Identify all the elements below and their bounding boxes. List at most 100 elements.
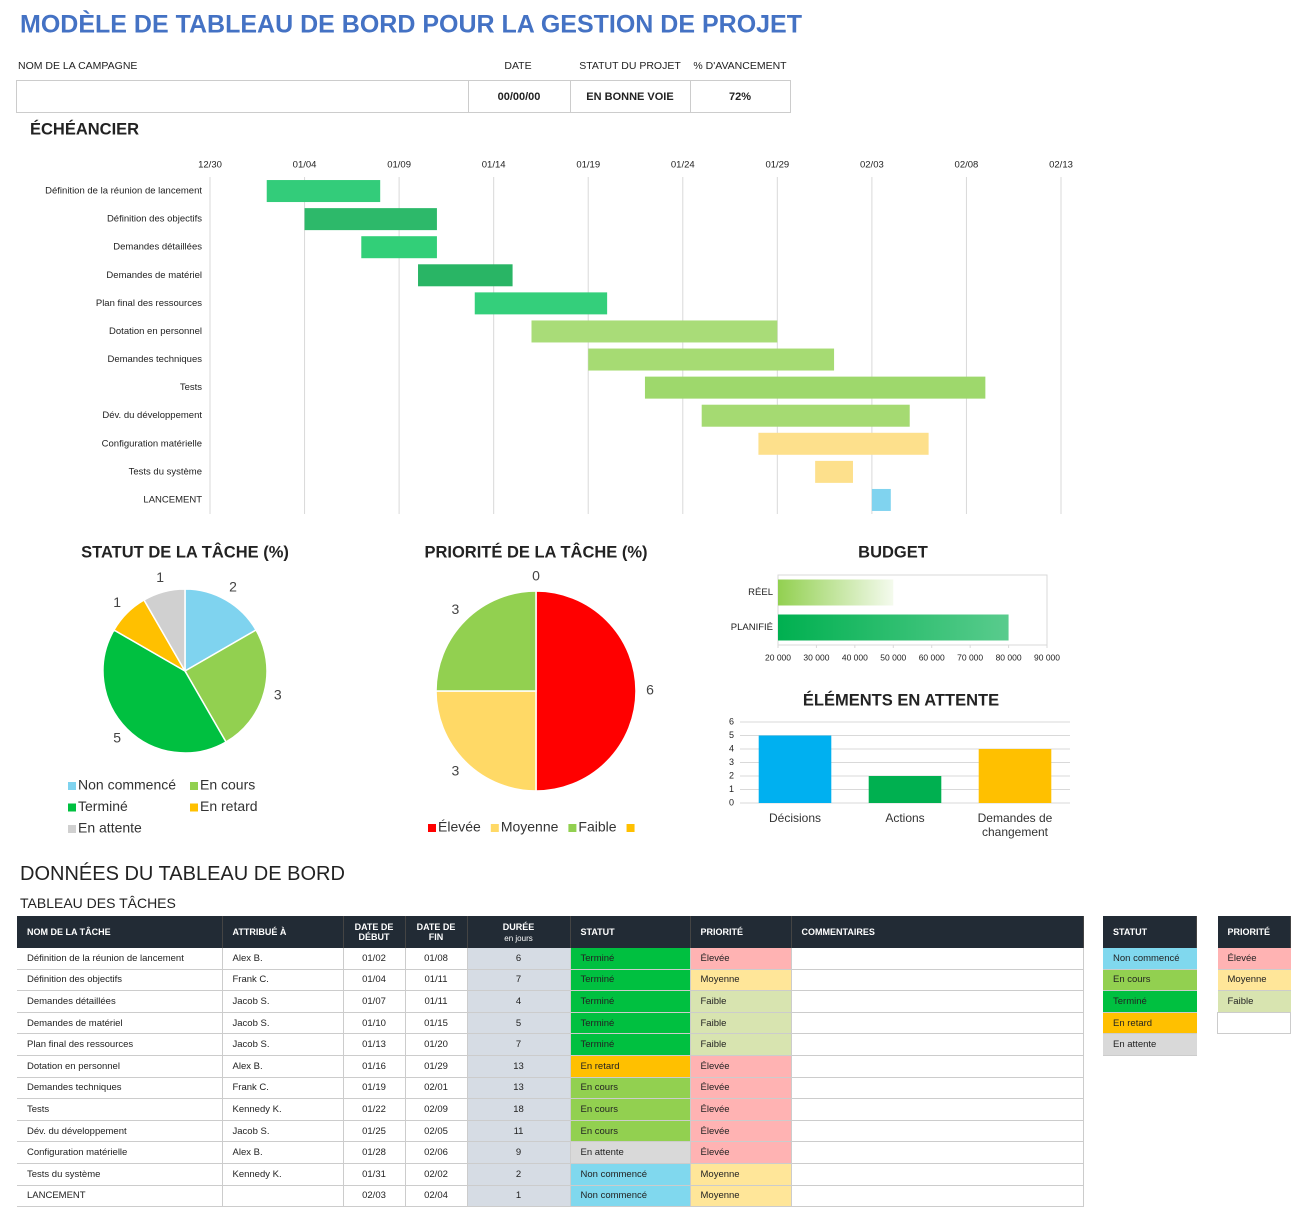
- legend-row: En cours: [1103, 969, 1197, 992]
- task-label: Demandes détaillées: [113, 242, 202, 253]
- task-row: Demandes détaillées Jacob S. 01/07 01/11 4 Te…: [17, 990, 1084, 1013]
- legend-row: En retard: [1103, 1012, 1197, 1035]
- table-cell: Frank C.: [222, 1077, 344, 1100]
- x-tick-label: 60 000: [919, 652, 945, 662]
- task-row: Tests Kennedy K. 01/22 02/09 18 En cours Élevé…: [17, 1098, 1084, 1121]
- task-row: Tests du système Kennedy K. 01/31 02/02 2 Non…: [17, 1163, 1084, 1186]
- value-label: 1: [156, 569, 164, 585]
- table-cell: Faible: [690, 990, 792, 1013]
- legend-cell: Moyenne: [1217, 969, 1291, 992]
- legend-label: En attente: [78, 820, 142, 836]
- table-cell: Alex B.: [222, 948, 344, 970]
- charts-canvas: MODÈLE DE TABLEAU DE BORD POUR LA GESTIO…: [16, 10, 1073, 836]
- table-cell: 11: [467, 1120, 571, 1143]
- legend-label: Terminé: [78, 798, 128, 814]
- x-tick-label: 90 000: [1034, 652, 1060, 662]
- table-cell: Demandes techniques: [17, 1077, 223, 1100]
- bar: [868, 776, 942, 803]
- table-cell: 01/10: [343, 1012, 406, 1035]
- chart-title: ÉLÉMENTS EN ATTENTE: [803, 690, 999, 709]
- y-tick-label: 0: [729, 797, 734, 807]
- table-cell: LANCEMENT: [17, 1185, 223, 1208]
- gantt-bar: [871, 488, 891, 511]
- x-tick-label: 02/13: [1049, 160, 1073, 171]
- x-tick-label: 50 000: [880, 652, 906, 662]
- table-cell: 02/04: [405, 1185, 468, 1208]
- table-cell: 02/02: [405, 1163, 468, 1186]
- legend-row: [1217, 1011, 1291, 1035]
- value-label: 3: [274, 687, 282, 703]
- table-cell: Terminé: [570, 990, 691, 1013]
- table-cell: 7: [467, 969, 571, 992]
- table-cell: [791, 1077, 1084, 1100]
- table-cell: Terminé: [570, 969, 691, 992]
- gantt-bar: [531, 320, 778, 343]
- value-label: 1: [113, 594, 121, 610]
- gantt-bar: [758, 432, 929, 455]
- table-cell: Jacob S.: [222, 1033, 344, 1056]
- gantt-bar: [361, 236, 437, 259]
- pie-slice: [184, 588, 258, 673]
- field-value: EN BONNE VOIE: [586, 91, 673, 103]
- task-row: Configuration matérielle Alex B. 01/28 02/0…: [17, 1141, 1084, 1164]
- table-cell: Configuration matérielle: [17, 1141, 223, 1164]
- column-header: COMMENTAIRES: [791, 916, 1084, 948]
- x-tick-label: 01/14: [482, 160, 506, 171]
- table-cell: 02/03: [343, 1185, 406, 1208]
- legend-cell: Terminé: [1103, 990, 1197, 1013]
- value-label: 3: [451, 762, 459, 778]
- legend-label: En cours: [200, 777, 255, 793]
- x-tick-label: Décisions: [768, 811, 822, 825]
- table-cell: Faible: [690, 1012, 792, 1035]
- task-label: Demandes de matériel: [106, 270, 202, 281]
- table-cell: En cours: [570, 1120, 691, 1143]
- pie-slice: [142, 588, 186, 674]
- table-cell: Dotation en personnel: [17, 1055, 223, 1078]
- table-cell: Demandes détaillées: [17, 990, 223, 1013]
- table-cell: Élevée: [690, 1055, 792, 1078]
- category-label: RÉEL: [748, 587, 773, 598]
- table-cell: Dév. du développement: [17, 1120, 223, 1143]
- column-header: DATE DE DÉBUT: [343, 916, 406, 948]
- y-tick-label: 6: [729, 716, 734, 726]
- table-cell: [791, 1098, 1084, 1121]
- x-tick-label: 20 000: [765, 652, 791, 662]
- task-label: Plan final des ressources: [96, 298, 202, 309]
- task-label: Tests du système: [129, 466, 202, 477]
- bar: [778, 579, 894, 606]
- table-cell: 4: [467, 990, 571, 1013]
- gantt-bar: [815, 460, 853, 483]
- table-cell: Élevée: [690, 1098, 792, 1121]
- chart-title: STATUT DE LA TÂCHE (%): [81, 542, 289, 561]
- table-cell: Définition de la réunion de lancement: [17, 948, 223, 970]
- table-cell: Tests du système: [17, 1163, 223, 1186]
- task-label: Tests: [180, 382, 202, 393]
- x-tick-label: 01/19: [576, 160, 600, 171]
- pie-slice: [435, 590, 537, 692]
- table-cell: [791, 1185, 1084, 1208]
- field-value: 72%: [729, 91, 751, 103]
- table-cell: 01/25: [343, 1120, 406, 1143]
- task-label: Définition des objectifs: [107, 214, 202, 225]
- pie-slice: [435, 690, 537, 792]
- column-header: ATTRIBUÉ À: [222, 916, 344, 948]
- y-tick-label: 2: [729, 770, 734, 780]
- table-cell: [791, 1163, 1084, 1186]
- table-cell: 13: [467, 1077, 571, 1100]
- legend-swatch: [68, 803, 76, 812]
- legend-row: Faible: [1217, 990, 1291, 1013]
- task-label: Dotation en personnel: [109, 326, 202, 337]
- column-header: STATUT: [570, 916, 691, 948]
- table-cell: Élevée: [690, 948, 792, 970]
- table-cell: 01/08: [405, 948, 468, 970]
- legend-swatch: [626, 824, 635, 832]
- table-cell: 01/29: [405, 1055, 468, 1078]
- table-cell: 01/28: [343, 1141, 406, 1164]
- table-cell: 18: [467, 1098, 571, 1121]
- legend-label: Moyenne: [501, 819, 559, 835]
- table-cell: 01/31: [343, 1163, 406, 1186]
- chart-title: ÉCHÉANCIER: [30, 119, 139, 138]
- table-cell: [791, 990, 1084, 1013]
